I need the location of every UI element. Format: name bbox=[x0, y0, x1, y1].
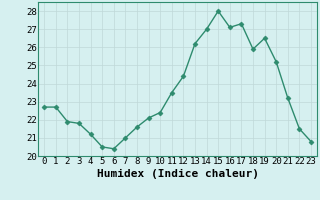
X-axis label: Humidex (Indice chaleur): Humidex (Indice chaleur) bbox=[97, 169, 259, 179]
